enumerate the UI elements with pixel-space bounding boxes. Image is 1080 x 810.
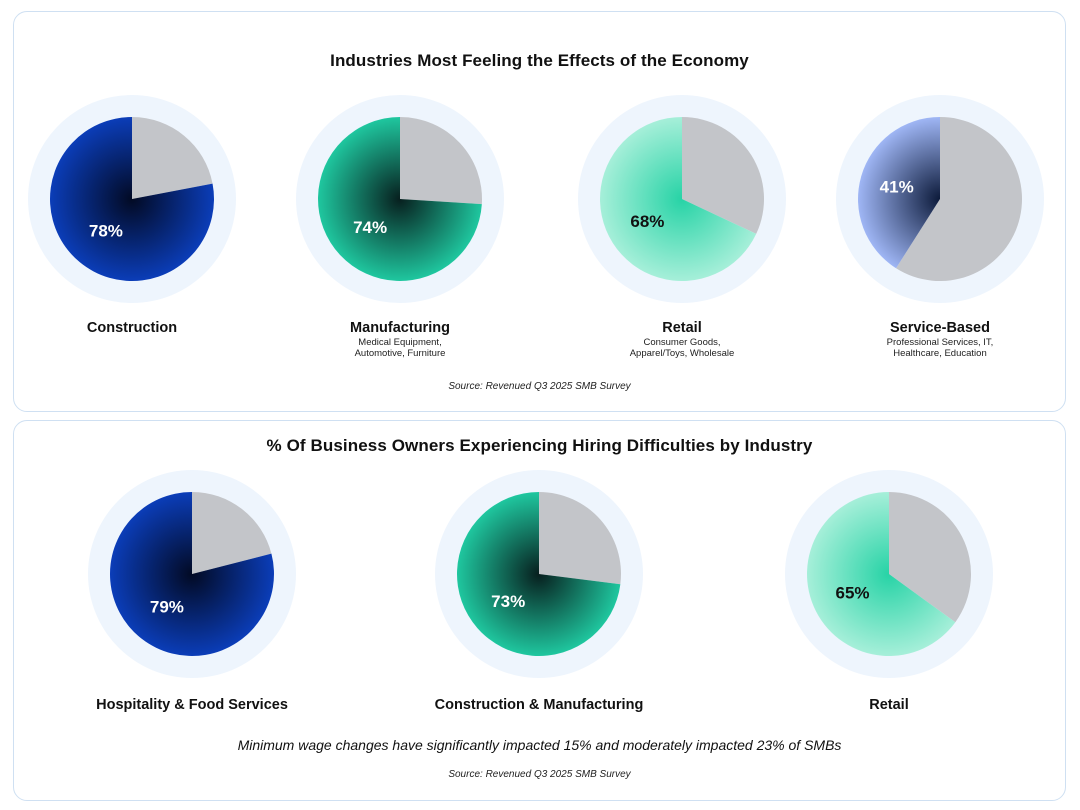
industry-sublabel-line: Consumer Goods, [643,337,721,348]
pie-slice-remainder [400,117,483,205]
hiring-difficulties-source: Source: Revenued Q3 2025 SMB Survey [448,769,631,780]
pie-slice-value [109,492,274,656]
industry-label-service-based-0: Service-Based [890,320,990,336]
hiring-difficulties-title: % Of Business Owners Experiencing Hiring… [266,436,813,455]
pie-chart-retail-0: 68% [577,94,787,304]
pie-percent-label: 79% [150,597,184,616]
economy-effects-panel: Industries Most Feeling the Effects of t… [13,11,1066,412]
industry-sublabel-line: Apparel/Toys, Wholesale [629,348,735,359]
pie-percent-label: 78% [89,222,123,241]
industry-label-construction-and-manufacturing-1: Construction & Manufacturing [434,697,644,713]
economy-effects-source: Source: Revenued Q3 2025 SMB Survey [448,381,631,392]
pie-slice-remainder [682,117,765,234]
pie-percent-label: 65% [835,584,869,603]
pie-slice-remainder [539,492,621,585]
pie-slice-value [50,117,215,281]
pie-slice-value [807,492,956,656]
industry-sublabel-manufacturing-0: Medical Equipment, Automotive, Furniture [250,337,550,359]
pie-slice-value [858,117,940,269]
industry-sublabel-line: Professional Services, IT, [886,337,994,348]
pie-percent-label: 68% [630,212,664,231]
pie-slice-remainder [192,492,272,574]
pie-slice-value [456,492,621,656]
pie-slice-remainder [896,117,1023,281]
pie-slice-remainder [132,117,213,199]
pie-percent-label: 41% [880,177,914,196]
pie-chart-construction-0: 78% [27,94,237,304]
industry-sublabel-line: Healthcare, Education [893,348,987,359]
industry-label-construction-0: Construction [86,320,178,336]
pie-slice-value [318,117,482,281]
pie-slice-remainder [889,492,972,623]
industry-sublabel-line: Automotive, Furniture [354,348,446,359]
industry-label-manufacturing-0: Manufacturing [350,320,450,336]
pie-chart-retail-1: 65% [784,469,994,679]
pie-chart-hospitality-and-food-services-1: 79% [87,469,297,679]
pie-chart-service-based-0: 41% [835,94,1045,304]
hiring-difficulties-panel: % Of Business Owners Experiencing Hiring… [13,420,1066,801]
pie-percent-label: 74% [353,218,387,237]
industry-label-retail-1: Retail [869,697,909,713]
minimum-wage-note: Minimum wage changes have significantly … [237,737,842,753]
industry-sublabel-service-based-0: Professional Services, IT, Healthcare, Ed… [790,337,1080,359]
industry-sublabel-line: Medical Equipment, [358,337,442,348]
pie-slice-value [600,117,757,281]
pie-chart-manufacturing-0: 74% [295,94,505,304]
industry-label-retail-0: Retail [662,320,702,336]
industry-label-hospitality-and-food-services-1: Hospitality & Food Services [96,697,288,713]
pie-chart-construction-and-manufacturing-1: 73% [434,469,644,679]
pie-percent-label: 73% [491,592,525,611]
industry-sublabel-retail-0: Consumer Goods, Apparel/Toys, Wholesale [532,337,832,359]
economy-effects-title: Industries Most Feeling the Effects of t… [330,51,749,70]
